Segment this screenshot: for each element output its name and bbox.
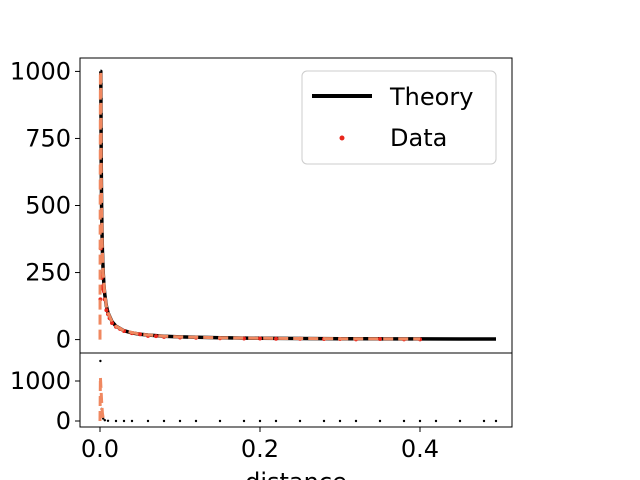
legend-data-label: Data	[390, 124, 447, 152]
residual-panel: 0 1000 0.0 0.2 0.4 distance	[10, 352, 513, 480]
data-point	[258, 336, 262, 341]
data-point	[102, 417, 105, 420]
data-point	[354, 419, 358, 423]
x-axis: 0.0 0.2 0.4	[81, 427, 439, 463]
x-tick-label: 0.2	[241, 435, 279, 463]
data-point	[434, 419, 438, 423]
data-point	[274, 419, 278, 423]
y-tick-label: 500	[25, 192, 71, 220]
x-tick-label: 0.4	[401, 435, 439, 463]
data-point	[494, 419, 498, 423]
data-point	[122, 419, 126, 423]
y-tick-label: 1000	[10, 57, 71, 85]
x-tick-label: 0.0	[81, 435, 119, 463]
residual-y-axis: 0 1000	[10, 367, 80, 435]
data-point	[104, 308, 109, 313]
data-point	[378, 419, 382, 423]
residual-plot-frame	[79, 352, 513, 428]
legend-theory-label: Theory	[389, 83, 473, 111]
data-point	[274, 336, 278, 341]
data-point	[99, 359, 102, 363]
data-point	[154, 334, 158, 339]
y-tick-label: 0	[56, 407, 71, 435]
y-tick-label: 750	[25, 124, 71, 152]
data-point	[338, 419, 342, 423]
main-y-axis: 0 250 500 750 1000	[10, 57, 80, 354]
data-point	[146, 419, 150, 423]
main-panel: 0 250 500 750 1000	[10, 57, 513, 354]
data-point	[114, 419, 118, 423]
data-point	[298, 419, 302, 423]
y-tick-label: 250	[25, 259, 71, 287]
data-point	[103, 419, 107, 422]
residual-series-layer	[98, 359, 498, 423]
data-point	[378, 337, 382, 342]
legend-data-swatch	[339, 135, 345, 141]
data-point	[482, 419, 486, 423]
fit-dashed-line	[98, 375, 107, 422]
data-point	[242, 419, 246, 423]
data-point	[178, 419, 182, 423]
data-point	[194, 419, 198, 423]
data-point	[130, 419, 134, 423]
data-point	[258, 419, 262, 423]
data-point	[218, 419, 222, 423]
data-point	[418, 419, 422, 423]
data-point	[138, 332, 142, 337]
x-axis-label: distance	[245, 468, 347, 480]
data-point	[162, 419, 166, 423]
legend: Theory Data	[301, 70, 497, 165]
data-point	[322, 419, 326, 423]
y-tick-label: 0	[56, 326, 71, 354]
data-point	[458, 419, 462, 423]
data-point	[106, 419, 110, 422]
main-series-layer	[98, 69, 497, 342]
data-point	[402, 419, 406, 423]
y-tick-label: 1000	[10, 367, 71, 395]
